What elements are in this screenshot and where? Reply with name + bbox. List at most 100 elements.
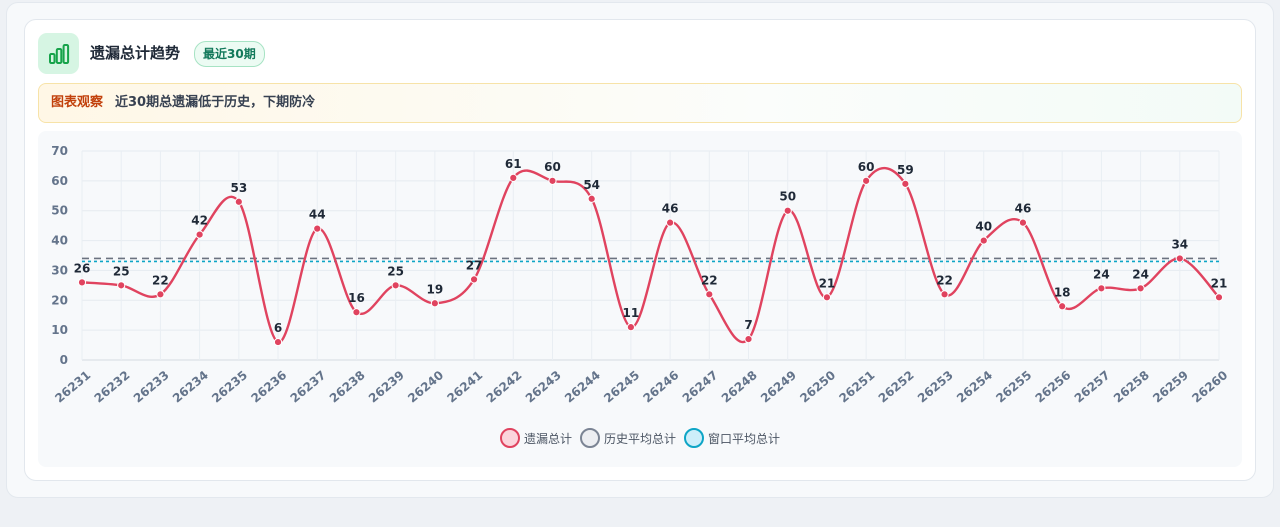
data-point[interactable] [1058, 302, 1067, 311]
data-label: 16 [348, 291, 365, 305]
data-point[interactable] [626, 323, 635, 332]
legend-label-history-avg: 历史平均总计 [603, 431, 676, 446]
data-label: 24 [1132, 267, 1149, 281]
bar-chart-icon [38, 33, 79, 74]
data-point[interactable] [940, 290, 949, 299]
y-tick-label: 60 [51, 174, 68, 188]
data-point[interactable] [666, 218, 675, 227]
data-point[interactable] [1136, 284, 1145, 293]
data-point[interactable] [1175, 254, 1184, 263]
legend-item-history-avg[interactable]: 历史平均总计 [579, 428, 676, 448]
data-point[interactable] [391, 281, 400, 290]
x-tick-label: 26249 [758, 368, 799, 406]
data-label: 18 [1054, 285, 1071, 299]
legend-swatch-history-avg [579, 428, 600, 448]
data-point[interactable] [313, 224, 322, 233]
x-tick-label: 26246 [640, 368, 681, 406]
insight-label: 图表观察 [51, 95, 104, 110]
x-tick-label: 26242 [484, 368, 525, 406]
data-point[interactable] [77, 278, 87, 287]
x-tick-label: 26253 [915, 368, 956, 406]
data-label: 26 [74, 261, 91, 275]
data-point[interactable] [783, 206, 792, 215]
data-label: 22 [152, 273, 169, 287]
data-point[interactable] [822, 293, 832, 302]
y-tick-label: 70 [51, 144, 68, 158]
data-label: 6 [274, 321, 282, 335]
x-tick-label: 26238 [327, 368, 368, 406]
x-tick-label: 26251 [836, 368, 877, 406]
y-tick-label: 10 [51, 323, 68, 337]
x-tick-label: 26259 [1150, 368, 1191, 406]
x-tick-label: 26231 [52, 368, 93, 406]
x-tick-label: 26241 [444, 368, 485, 406]
data-label: 59 [897, 163, 914, 177]
data-point[interactable] [352, 308, 361, 317]
data-point[interactable] [587, 194, 596, 203]
data-label: 50 [779, 190, 796, 204]
data-point[interactable] [862, 176, 871, 185]
x-tick-label: 26234 [170, 368, 211, 406]
data-point[interactable] [1097, 284, 1106, 293]
series-line [81, 166, 1220, 344]
data-point[interactable] [430, 299, 439, 308]
data-point[interactable] [509, 173, 518, 182]
x-tick-label: 26240 [405, 368, 446, 406]
x-tick-label: 26245 [601, 368, 642, 406]
chart-title: 遗漏总计趋势 [90, 44, 181, 62]
data-point[interactable] [1018, 218, 1028, 227]
chart-legend: 遗漏总计 历史平均总计 窗口平均总计 [0, 426, 1280, 450]
x-tick-label: 26232 [92, 368, 133, 406]
data-label: 61 [505, 157, 522, 171]
data-point[interactable] [901, 179, 910, 188]
legend-item-series[interactable]: 遗漏总计 [499, 428, 572, 448]
data-label: 25 [113, 264, 130, 278]
data-point[interactable] [705, 290, 714, 299]
x-tick-label: 26252 [876, 368, 917, 406]
x-tick-label: 26255 [993, 368, 1034, 406]
data-point[interactable] [469, 275, 479, 284]
data-point[interactable] [979, 236, 988, 245]
data-label: 40 [975, 220, 992, 234]
y-tick-label: 0 [60, 353, 68, 367]
data-point[interactable] [744, 335, 753, 344]
x-tick-label: 26258 [1111, 368, 1152, 406]
data-label: 53 [230, 181, 247, 195]
data-point[interactable] [156, 290, 165, 299]
data-label: 7 [744, 318, 752, 332]
x-tick-label: 26237 [288, 368, 329, 406]
x-tick-label: 26247 [680, 368, 721, 406]
data-label: 25 [387, 264, 404, 278]
y-tick-label: 20 [51, 293, 68, 307]
x-tick-label: 26250 [797, 368, 838, 406]
legend-label-window-avg: 窗口平均总计 [708, 431, 781, 446]
data-point[interactable] [234, 197, 243, 206]
data-point[interactable] [273, 337, 283, 347]
data-label: 22 [936, 273, 953, 287]
x-tick-label: 26236 [248, 368, 289, 406]
data-label: 11 [623, 306, 640, 320]
x-tick-label: 26244 [562, 368, 603, 406]
insight-banner: 图表观察 近30期总遗漏低于历史，下期防冷 [38, 83, 1242, 123]
data-label: 27 [466, 258, 483, 272]
x-tick-label: 26235 [209, 368, 250, 406]
period-badge: 最近30期 [194, 41, 265, 67]
data-point[interactable] [548, 176, 557, 185]
insight-text: 近30期总遗漏低于历史，下期防冷 [115, 95, 316, 110]
data-point[interactable] [195, 230, 204, 239]
data-label: 60 [858, 160, 875, 174]
data-label: 46 [662, 202, 679, 216]
data-label: 24 [1093, 267, 1110, 281]
x-tick-label: 26260 [1189, 368, 1230, 406]
y-tick-label: 40 [51, 234, 68, 248]
data-label: 44 [309, 208, 326, 222]
x-tick-label: 26248 [719, 368, 760, 406]
x-tick-label: 26233 [131, 368, 172, 406]
data-point[interactable] [1214, 293, 1224, 302]
data-point[interactable] [117, 281, 126, 290]
x-tick-label: 26257 [1072, 368, 1113, 406]
legend-item-window-avg[interactable]: 窗口平均总计 [684, 428, 780, 448]
x-tick-label: 26239 [366, 368, 407, 406]
x-tick-label: 26256 [1033, 368, 1074, 406]
